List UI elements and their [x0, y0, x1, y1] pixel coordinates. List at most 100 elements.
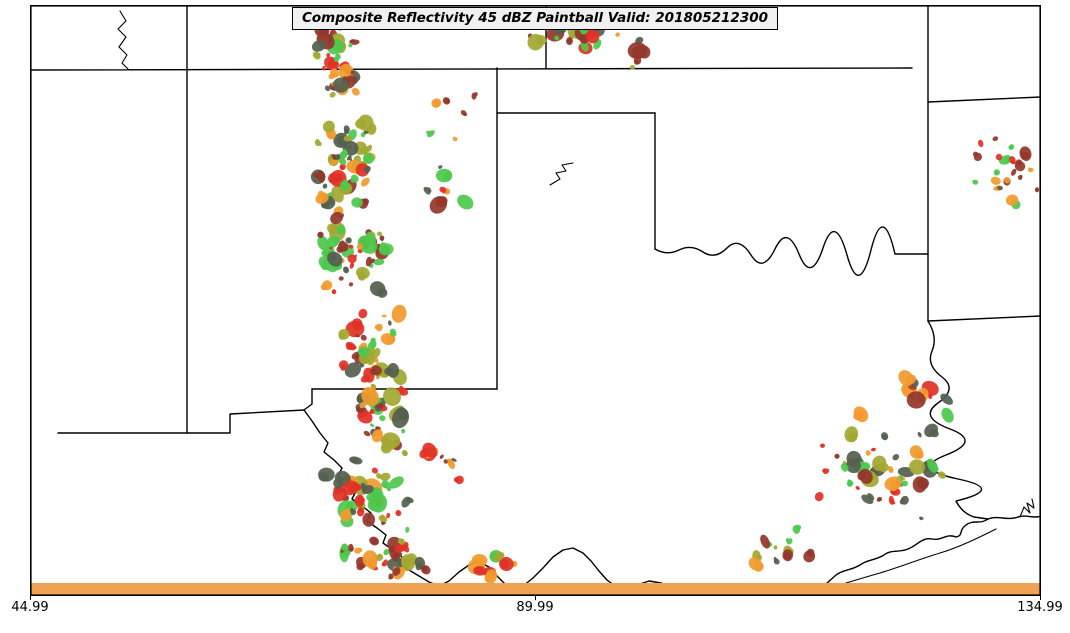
paintball-blob [554, 36, 558, 40]
paintball-blob [338, 332, 346, 340]
paintball-blob [387, 320, 392, 326]
paintball-blob [475, 566, 484, 575]
paintball-blob [318, 232, 323, 237]
paintball-blob [362, 512, 375, 527]
paintball-blob [350, 70, 355, 75]
paintball-blob [330, 159, 335, 165]
paintball-blob [366, 354, 375, 366]
paintball-blob [1028, 167, 1032, 171]
paintball-blob [336, 246, 344, 253]
paintball-blob [384, 367, 394, 376]
paintball-blob [317, 235, 330, 251]
paintball-blob [435, 196, 448, 208]
paintball-blob [348, 282, 354, 287]
paintball-blob [386, 512, 391, 519]
paintball-blob [895, 482, 900, 487]
paintball-blob [373, 258, 385, 266]
paintball-blob [856, 487, 860, 490]
paintball-blob [386, 486, 390, 490]
paintball-blob [995, 153, 1003, 161]
paintball-blob [331, 154, 336, 158]
paintball-blob [474, 92, 478, 97]
state-border-path [303, 388, 313, 411]
paintball-blob [941, 407, 954, 423]
paintball-blob [345, 130, 349, 134]
paintball-blob [406, 497, 414, 504]
paintball-blob [318, 141, 322, 147]
paintball-blob [402, 543, 410, 553]
paintball-blob [615, 32, 620, 37]
paintball-blob [357, 271, 366, 281]
paintball-blob [978, 139, 984, 148]
paintball-blob [363, 154, 371, 162]
paintball-blob [322, 183, 328, 189]
paintball-blob [350, 262, 354, 267]
paintball-blob [341, 543, 349, 552]
paintball-blob [360, 177, 370, 187]
paintball-blob [329, 246, 332, 249]
paintball-blob [359, 401, 367, 409]
paintball-blob [378, 402, 384, 407]
paintball-blob [324, 85, 331, 92]
paintball-blob [379, 242, 388, 252]
paintball-blob [415, 562, 423, 571]
paintball-blob [905, 374, 917, 385]
state-borders-layer [30, 5, 1041, 590]
paintball-blob [348, 244, 352, 248]
paintball-blob [379, 472, 391, 481]
paintball-blob [313, 172, 322, 179]
paintball-blob [362, 198, 370, 205]
paintball-blob [348, 343, 353, 348]
plot-frame [30, 5, 1041, 596]
state-border-path [57, 409, 305, 434]
paintball-blob [369, 258, 375, 264]
paintball-blob [359, 407, 364, 413]
paintball-blob [350, 508, 354, 512]
paintball-blob [370, 368, 378, 376]
paintball-blob [318, 472, 330, 482]
paintball-blob [773, 558, 780, 565]
paintball-blob [806, 548, 815, 557]
paintball-blob [587, 29, 597, 39]
state-border-path [825, 518, 989, 585]
paintball-blob [846, 458, 861, 474]
paintball-blob [462, 112, 468, 116]
paintball-blob [931, 463, 939, 472]
paintball-blob [442, 170, 452, 182]
paintball-blob [360, 146, 369, 155]
river-path [117, 10, 129, 70]
paintball-blob [333, 478, 343, 489]
paintball-blob [374, 554, 377, 558]
paintball-blob [342, 149, 348, 155]
paintball-blob [912, 476, 927, 493]
state-border-path [927, 320, 989, 520]
paintball-blob [351, 318, 363, 331]
paintball-blob [315, 52, 321, 58]
paintball-blob [383, 387, 401, 406]
paintball-blob [360, 334, 367, 341]
paintball-blob [380, 514, 386, 521]
paintball-blob [341, 179, 349, 186]
paintball-blob [374, 359, 379, 363]
paintball-blob [1020, 151, 1030, 160]
paintball-blob [1008, 145, 1013, 149]
paintball-blob [484, 572, 493, 583]
paintball-blob [396, 407, 409, 421]
paintball-blob [355, 163, 370, 177]
paintball-blob [344, 362, 362, 378]
paintball-blob [940, 393, 953, 405]
paintball-blob [1015, 159, 1023, 167]
paintball-blob [937, 471, 946, 479]
paintball-blob [370, 341, 376, 349]
paintball-blob [382, 483, 388, 489]
paintball-blob [374, 324, 380, 330]
paintball-blob [371, 467, 378, 474]
paintball-blob [378, 474, 383, 479]
river-path [839, 528, 997, 586]
paintball-blob [632, 46, 644, 59]
paintball-blob [328, 73, 335, 80]
paintball-blob [405, 526, 410, 533]
paintball-blob [335, 173, 343, 182]
paintball-blob [992, 136, 999, 142]
paintball-blob [834, 454, 838, 458]
